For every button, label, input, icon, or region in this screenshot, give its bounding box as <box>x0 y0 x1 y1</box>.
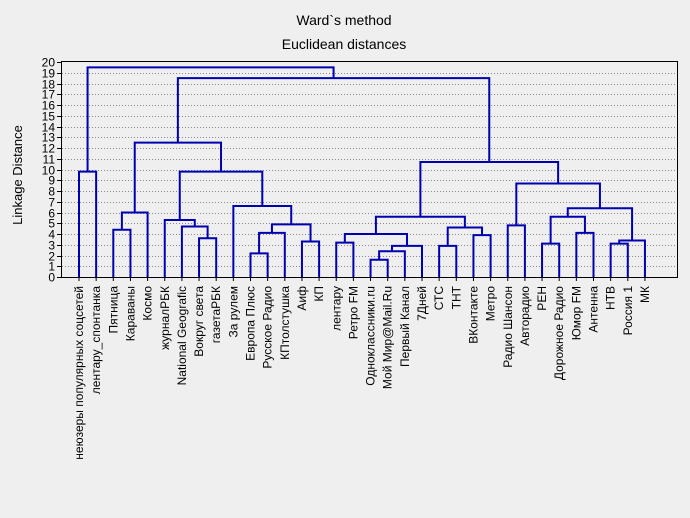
y-tick-label: 19 <box>42 67 56 81</box>
y-tick-label: 15 <box>42 110 56 124</box>
leaf-label: Антенна <box>587 286 601 333</box>
y-tick-label: 0 <box>48 271 55 285</box>
leaf-label: Караваны <box>123 286 137 341</box>
leaf-label: журналРБК <box>158 286 172 350</box>
dendrogram-link <box>515 182 601 226</box>
y-tick-label: 5 <box>48 217 55 231</box>
y-tick-label: 2 <box>48 250 55 264</box>
leaf-label: Русское Радио <box>261 286 275 369</box>
dendrogram-link <box>249 252 269 277</box>
dendrogram-link <box>335 241 355 277</box>
dendrogram-link <box>549 215 586 244</box>
leaf-label: Аиф <box>295 286 309 311</box>
leaf-label: РЕН <box>535 286 549 311</box>
leaf-label: неюзеры популярных соцсетей <box>72 286 86 460</box>
dendrogram-link <box>163 219 196 277</box>
leaf-label: Вокруг света <box>192 286 206 357</box>
y-tick-label: 8 <box>48 185 55 199</box>
leaf-label: СТС <box>432 286 446 311</box>
dendrogram-link <box>112 228 132 277</box>
dendrogram-link <box>198 237 218 277</box>
leaf-label: Дорожное Радио <box>552 286 566 380</box>
leaf-label: КП <box>312 286 326 302</box>
leaf-label: Мой Мир@Mail.Ru <box>381 286 395 389</box>
dendrogram-link <box>120 211 149 277</box>
leaf-label: ВКонтакте <box>466 286 480 344</box>
leaf-label: Метро <box>484 286 498 322</box>
y-tick-label: 6 <box>48 207 55 221</box>
leaf-label: Одноклассники.ru <box>364 286 378 386</box>
gridlines <box>62 73 677 267</box>
dendrogram-link <box>78 170 98 277</box>
y-tick-label: 4 <box>48 228 55 242</box>
y-axis-label: Linkage Distance <box>10 125 25 225</box>
y-tick-label: 1 <box>48 260 55 274</box>
leaf-labels: неюзеры популярных соцсетей лентару_спонт… <box>72 277 652 460</box>
leaf-label: Ретро FM <box>346 286 360 339</box>
leaf-label: ТНТ <box>449 285 463 309</box>
dendrogram-link <box>541 242 561 277</box>
y-tick-label: 11 <box>43 153 56 167</box>
chart-subtitle: Euclidean distances <box>282 36 407 52</box>
dendrogram-link <box>300 240 321 277</box>
leaf-label: НТВ <box>604 286 618 310</box>
leaf-label: газетаРБК <box>209 286 223 343</box>
leaf-label: Авторадио <box>518 286 532 346</box>
y-tick-label: 12 <box>42 142 56 156</box>
leaf-label: лентару_спонтанка <box>89 286 103 395</box>
y-tick-label: 20 <box>42 56 56 70</box>
y-tick-label: 9 <box>48 174 55 188</box>
dendrogram-link <box>378 250 406 277</box>
y-tick-label: 17 <box>42 88 56 102</box>
dendrogram-link <box>133 141 223 213</box>
leaf-label: КПтолстушка <box>278 286 292 360</box>
dendrogram-link <box>609 242 629 277</box>
leaf-label: Радио Шансон <box>501 286 515 368</box>
y-tick-label: 18 <box>42 78 56 92</box>
dendrogram-link <box>575 231 595 277</box>
leaf-label: МК <box>638 286 652 303</box>
leaf-label: лентару <box>329 286 343 331</box>
dendrogram-link <box>374 215 466 234</box>
dendrogram-link <box>506 224 526 277</box>
y-tick-label: 7 <box>48 196 55 210</box>
leaf-label: Первый Канал <box>398 286 412 367</box>
dendrogram-link <box>258 231 286 277</box>
y-tick-label: 14 <box>42 121 56 135</box>
leaf-label: Пятница <box>106 286 120 334</box>
dendrogram-link <box>369 258 389 277</box>
dendrogram-link <box>446 226 484 246</box>
y-tick-label: 13 <box>42 131 56 145</box>
chart-title: Ward`s method <box>296 12 391 28</box>
leaf-label: За рулем <box>226 286 240 337</box>
dendrogram-link <box>419 160 560 217</box>
dendrogram-link <box>176 77 491 162</box>
leaf-label: Европа Плюс <box>244 286 258 361</box>
dendrogram-link <box>438 244 458 277</box>
dendrogram-link <box>178 170 264 221</box>
y-tick-label: 16 <box>42 99 56 113</box>
y-tick-label: 3 <box>48 239 55 253</box>
dendrogram-links <box>78 66 646 277</box>
leaf-label: Космо <box>141 286 155 321</box>
leaf-label: 7Дней <box>415 286 429 321</box>
dendrogram-link <box>86 66 335 172</box>
leaf-label: National Geografic <box>175 286 189 385</box>
plot-frame <box>61 61 678 278</box>
leaf-label: Россия 1 <box>621 286 635 336</box>
leaf-label: Юмор FM <box>569 286 583 340</box>
y-tick-label: 10 <box>42 164 56 178</box>
